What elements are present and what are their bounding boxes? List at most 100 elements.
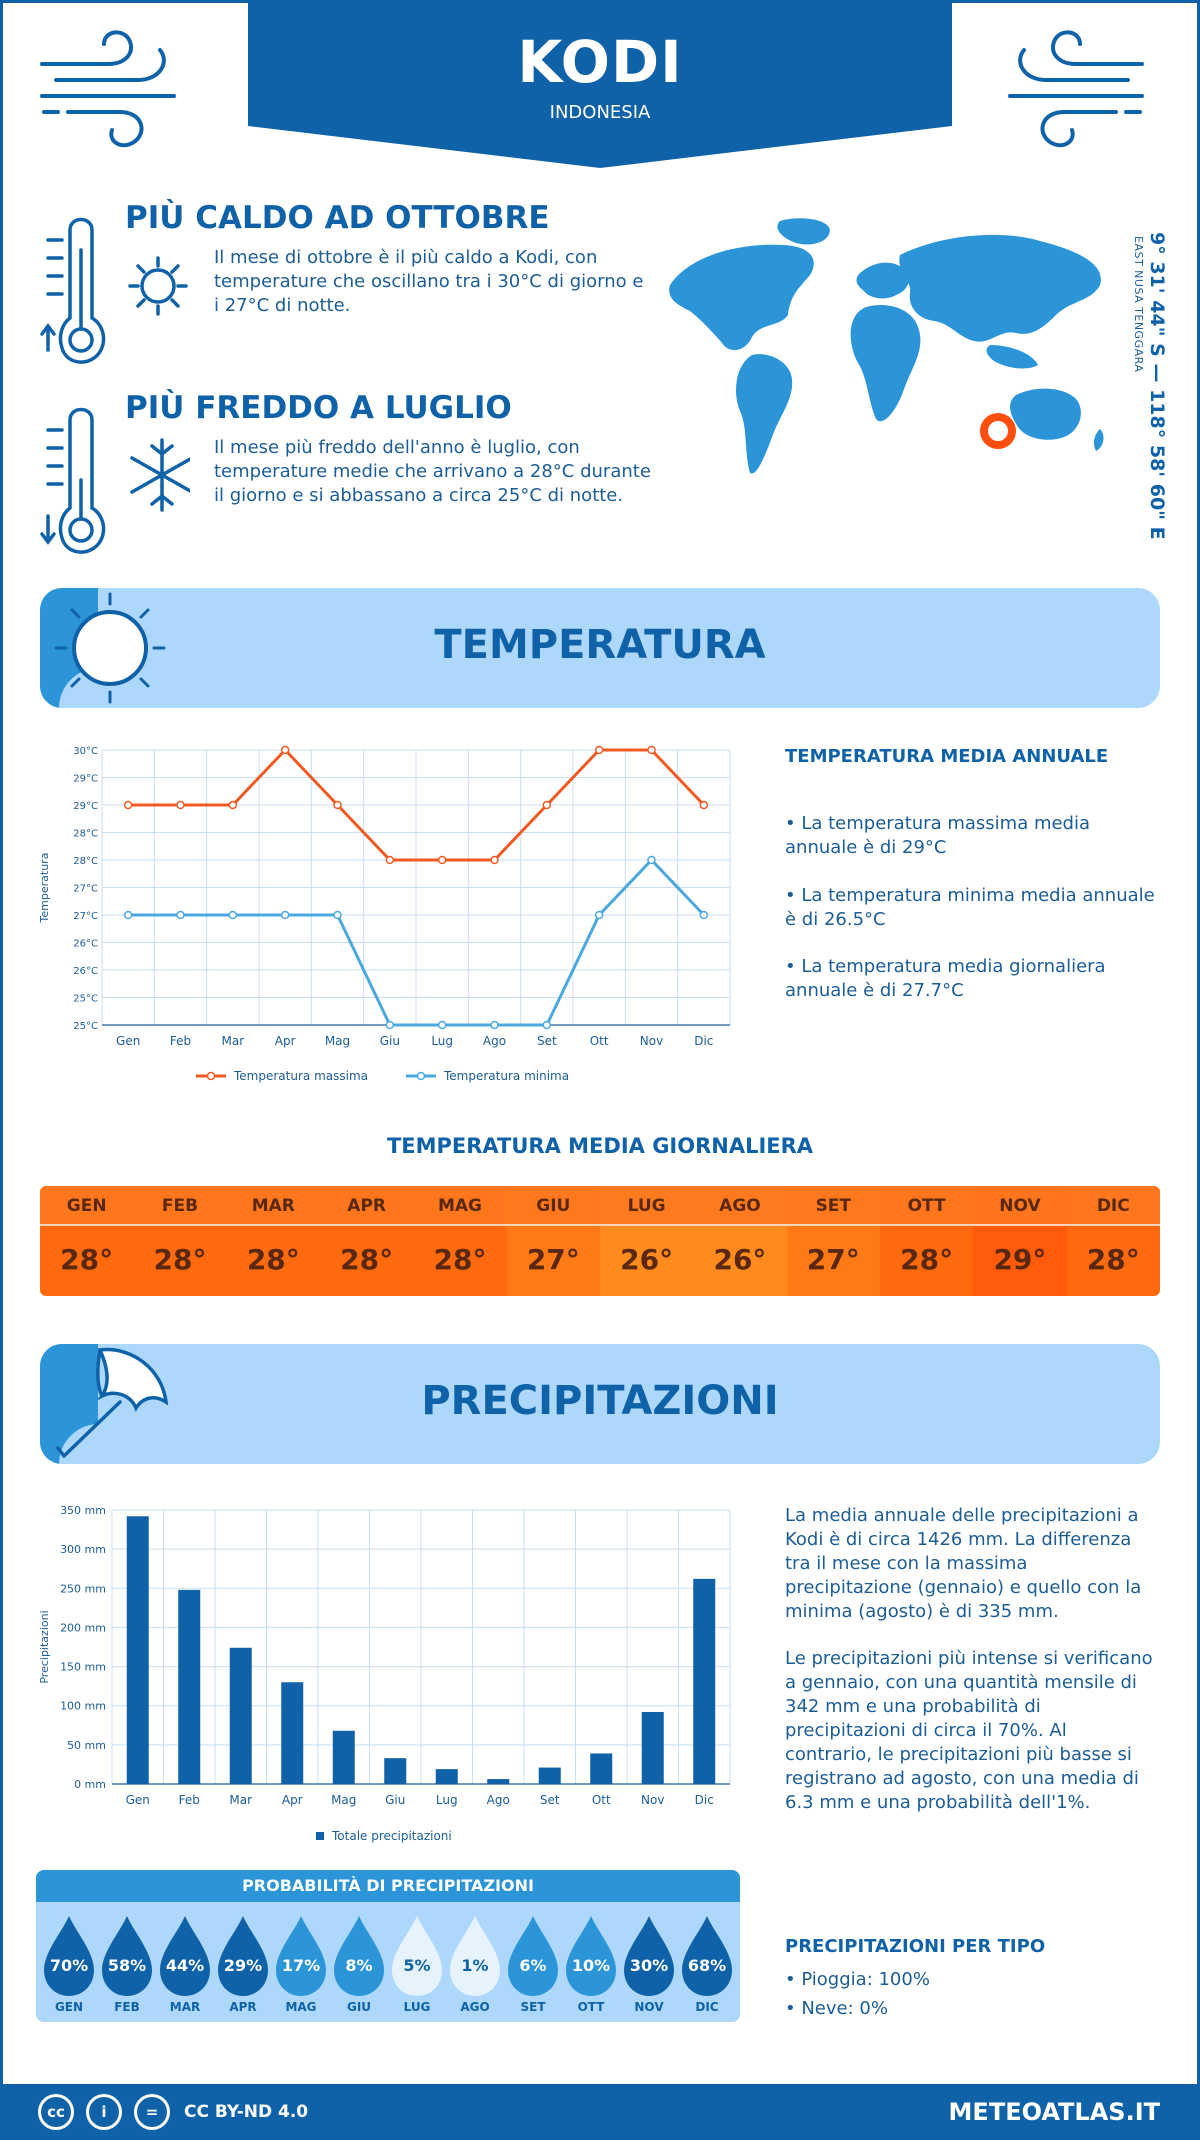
temperature-ytick: 29°C [73,774,98,785]
temperature-point [228,910,238,920]
temperature-banner: TEMPERATURA [40,588,1160,708]
precipitation-ylabel: Precipitazioni [38,1610,51,1683]
cc-icon: cc [38,2094,74,2130]
daily-temperature-value: 27° [806,1243,860,1276]
annual-bullet-max: • La temperatura massima media annuale è… [785,813,1091,858]
precipitation-xtick: Dic [695,1793,714,1807]
temperature-ytick: 27°C [73,911,98,922]
daily-temperature-value: 26° [713,1243,767,1276]
temperature-xtick: Ago [483,1034,506,1048]
temperature-point [176,910,185,920]
world-map [669,218,1104,474]
probability-drop: 30% NOV [620,1914,678,2018]
legend-label: Totale precipitazioni [331,1829,452,1843]
raindrop-icon [682,1916,732,1996]
temperature-point [280,910,290,920]
raindrop-icon [218,1916,268,1996]
raindrop-shape [276,1916,326,1996]
probability-drop: 8% GIU [330,1914,388,2018]
temperature-grid [101,749,731,1026]
raindrop-icon [334,1916,384,1996]
daily-month-label: SET [786,1186,880,1226]
hottest-title: PIÙ CALDO AD OTTOBRE [125,200,550,236]
temperature-ytick: 28°C [73,829,98,840]
precipitation-summary-2: Le precipitazioni più intense si verific… [785,1648,1153,1813]
probability-value: 70% [49,1956,89,1975]
thermometer-hot-icon [40,217,188,364]
umbrella-icon [56,1347,169,1458]
probability-month: GEN [54,2000,84,2014]
probability-month: MAG [285,2000,317,2014]
daily-month-label: DIC [1066,1186,1160,1226]
raindrop-icon [450,1916,500,1996]
site-link[interactable]: METEOATLAS.IT [948,2098,1160,2126]
daily-temperature-value: 27° [526,1243,580,1276]
temperature-point [123,800,133,810]
probability-month: NOV [634,2000,664,2014]
footer: cc i = CC BY-ND 4.0 METEOATLAS.IT [0,2084,1200,2140]
daily-temperature-table: GEN 28° FEB 28° MAR 28° APR 28° MAG 28° GIU 27° LUG 2… [40,1186,1160,1296]
legend-label: Temperatura minima [443,1069,569,1083]
probability-month: APR [229,2000,257,2014]
temperature-point [123,910,133,920]
precipitation-xtick: Nov [641,1793,664,1807]
probability-month: LUG [403,2000,431,2014]
precipitation-type-title: PRECIPITAZIONI PER TIPO [785,1936,1046,1957]
daily-temperature-cell: LUG 26° [599,1186,694,1296]
temperature-series-line [128,857,705,1027]
probability-title: PROBABILITÀ DI PRECIPITAZIONI [36,1870,740,1902]
temperature-xtick: Lug [431,1034,453,1048]
temperature-series-line [128,747,705,862]
probability-month: SET [520,2000,546,2014]
region-name: EAST NUSA TENGGARA [1132,236,1145,373]
precipitation-bar [641,1711,664,1784]
raindrop-shape [566,1916,616,1996]
temperature-point [542,1020,552,1030]
temperature-point [647,855,656,865]
probability-month: DIC [695,2000,719,2014]
precipitation-probability-box: PROBABILITÀ DI PRECIPITAZIONI 70% GEN 58% F… [36,1870,740,2022]
country-name: INDONESIA [549,102,651,123]
precipitation-xtick: Ott [592,1793,611,1807]
probability-value: 29% [223,1956,263,1975]
temperature-point [437,855,447,865]
raindrop-icon [276,1916,326,1996]
daily-temperature-cell: DIC 28° [1066,1186,1160,1296]
no-derivatives-icon: = [134,2094,170,2130]
temperature-ytick: 27°C [73,884,98,895]
probability-drop: 29% APR [214,1914,272,2018]
temperature-xtick: Ott [590,1034,609,1048]
precipitation-bar [332,1730,355,1784]
probability-month: FEB [114,2000,140,2014]
temperature-chart: 25°C 25°C 26°C 26°C 27°C 27°C 28°C 28°C 29°C 29°C… [38,745,731,1083]
wind-icon-left [40,30,176,148]
daily-month-label: GEN [40,1186,134,1226]
precipitation-ytick: 0 mm [74,1778,106,1791]
probability-drop: 10% OTT [562,1914,620,2018]
raindrop-icon [160,1916,210,1996]
temperature-ytick: 25°C [73,1021,98,1032]
temperature-ytick: 28°C [73,856,98,867]
daily-temperature-cell: GEN 28° [40,1186,134,1296]
daily-temperature-value: 28° [60,1243,114,1276]
precipitation-xtick: Gen [126,1793,150,1807]
temperature-ytick: 26°C [73,939,98,950]
raindrop-icon [392,1916,442,1996]
temperature-point [280,745,290,755]
precipitation-ytick: 250 mm [60,1582,106,1595]
daily-month-label: NOV [973,1186,1067,1226]
precipitation-ytick: 300 mm [60,1543,106,1556]
raindrop-icon [44,1916,94,1996]
probability-value: 10% [571,1956,611,1975]
probability-drops: 70% GEN 58% FEB 44% MAR 29% APR 17% MAG 8% GIU 5% LUG… [40,1914,736,2018]
temperature-point [594,910,604,920]
precipitation-xtick: Set [540,1793,560,1807]
precipitation-ytick: 200 mm [60,1621,106,1634]
precipitation-bar [693,1578,716,1784]
temperature-point [490,855,499,865]
probability-value: 5% [403,1956,431,1975]
legend-marker [416,1071,426,1081]
daily-temperature-cell: MAG 28° [413,1186,507,1296]
daily-temperature-value: 29° [993,1243,1047,1276]
sun-icon [54,592,166,704]
